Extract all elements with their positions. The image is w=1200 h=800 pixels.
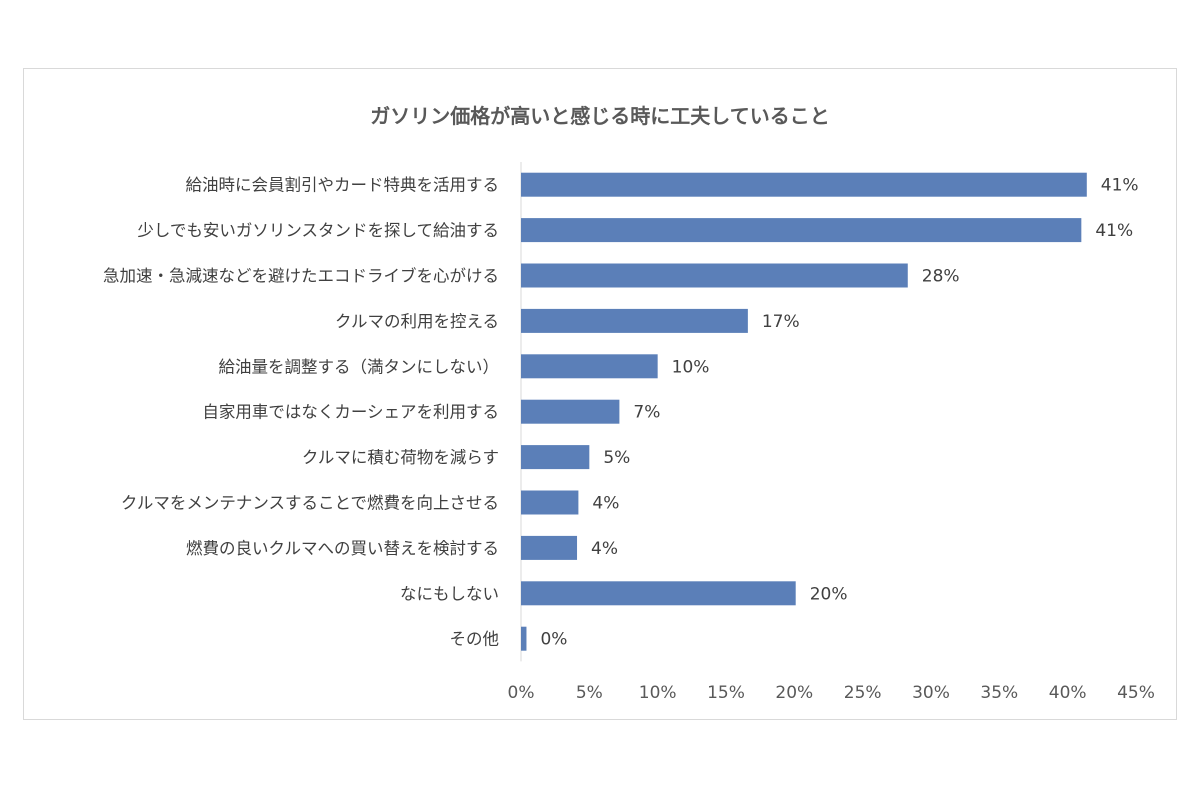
x-tick-label: 35%	[980, 683, 1018, 703]
bar	[521, 263, 908, 288]
x-tick-label: 25%	[844, 683, 882, 703]
chart-title: ガソリン価格が高いと感じる時に工夫していること	[370, 104, 830, 128]
bar	[521, 399, 620, 424]
bar	[521, 581, 796, 606]
category-label: クルマの利用を控える	[335, 312, 499, 331]
category-label: なにもしない	[400, 584, 499, 603]
bar	[521, 354, 658, 379]
data-label: 7%	[633, 403, 660, 423]
category-label: 自家用車ではなくカーシェアを利用する	[202, 403, 499, 422]
data-label: 17%	[762, 312, 800, 332]
x-tick-label: 40%	[1049, 683, 1087, 703]
data-label: 5%	[603, 448, 630, 468]
x-tick-label: 0%	[508, 683, 535, 703]
category-label: 給油時に会員割引やカード特典を活用する	[186, 176, 500, 195]
category-label: その他	[450, 630, 500, 649]
bar	[521, 445, 590, 470]
data-label: 0%	[540, 630, 567, 650]
category-label: クルマに積む荷物を減らす	[302, 448, 499, 467]
data-label: 41%	[1095, 221, 1133, 241]
x-tick-label: 15%	[707, 683, 745, 703]
x-tick-label: 10%	[639, 683, 677, 703]
bar	[521, 308, 748, 333]
category-label: 給油量を調整する（満タンにしない）	[219, 357, 500, 376]
x-tick-label: 45%	[1117, 683, 1155, 703]
data-label: 20%	[810, 584, 848, 604]
x-tick-label: 5%	[576, 683, 603, 703]
category-label: クルマをメンテナンスすることで燃費を向上させる	[121, 494, 499, 513]
data-label: 41%	[1101, 176, 1139, 196]
bar	[521, 172, 1087, 197]
bar	[521, 626, 527, 651]
bar	[521, 535, 578, 560]
data-label: 4%	[592, 494, 619, 514]
x-tick-label: 20%	[775, 683, 813, 703]
x-tick-label: 30%	[912, 683, 950, 703]
category-label: 少しでも安いガソリンスタンドを探して給油する	[137, 221, 499, 240]
category-label: 燃費の良いクルマへの買い替えを検討する	[186, 539, 499, 558]
data-label: 4%	[591, 539, 618, 559]
bar	[521, 218, 1082, 243]
data-label: 10%	[672, 357, 710, 377]
category-label: 急加速・急減速などを避けたエコドライブを心がける	[103, 266, 499, 286]
bar	[521, 490, 579, 515]
data-label: 28%	[922, 267, 960, 287]
